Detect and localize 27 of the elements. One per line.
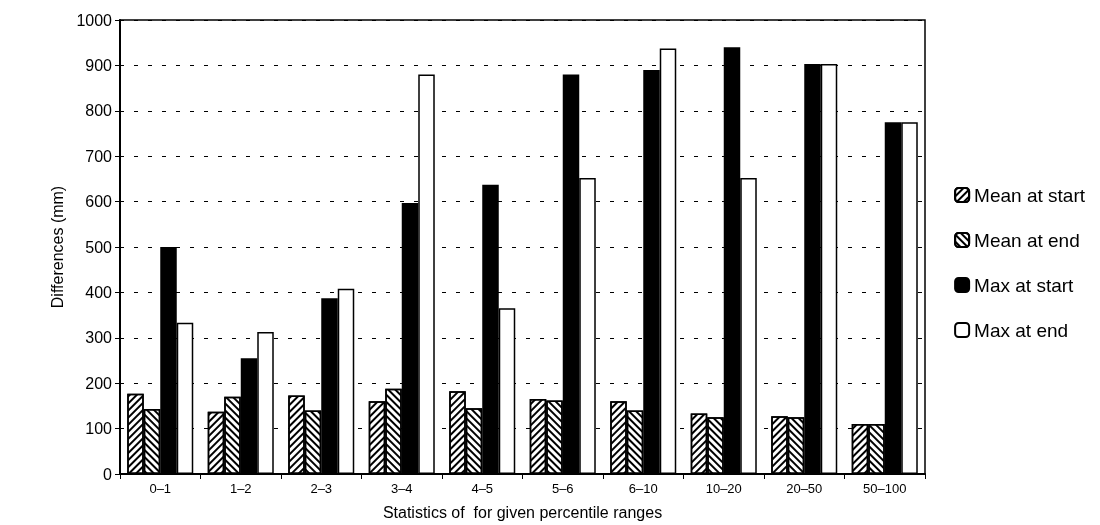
y-axis-title: Differences (mm) (48, 185, 66, 309)
x-tick-label: 10–20 (705, 481, 742, 496)
y-tick-label: 1000 (76, 11, 113, 29)
x-tick-label: 6–10 (628, 481, 658, 496)
y-tick-label: 900 (85, 56, 113, 74)
x-tick-label: 50–100 (863, 481, 907, 496)
x-tick-label: 20–50 (786, 481, 823, 496)
legend-label: Mean at start (974, 184, 1086, 206)
x-tick-label: 4–5 (471, 481, 494, 496)
y-tick-label: 300 (85, 329, 113, 347)
y-tick-label: 400 (85, 283, 113, 301)
y-tick-label: 0 (103, 465, 113, 483)
y-tick-label: 600 (85, 193, 113, 211)
y-tick-label: 500 (85, 238, 113, 256)
x-tick-label: 0–1 (149, 481, 172, 496)
x-tick-label: 1–2 (229, 481, 252, 496)
y-tick-label: 700 (85, 147, 113, 165)
legend-label: Mean at end (974, 229, 1080, 251)
y-tick-label: 100 (85, 420, 113, 438)
x-tick-label: 2–3 (310, 481, 333, 496)
legend-label: Max at start (974, 274, 1075, 296)
y-tick-label: 200 (85, 374, 113, 392)
x-tick-label: 3–4 (390, 481, 413, 496)
x-axis-title: Statistics of for given percentile ranges (382, 503, 663, 521)
legend-label: Max at end (974, 319, 1069, 341)
y-tick-label: 800 (85, 102, 113, 120)
x-tick-label: 5–6 (551, 481, 574, 496)
